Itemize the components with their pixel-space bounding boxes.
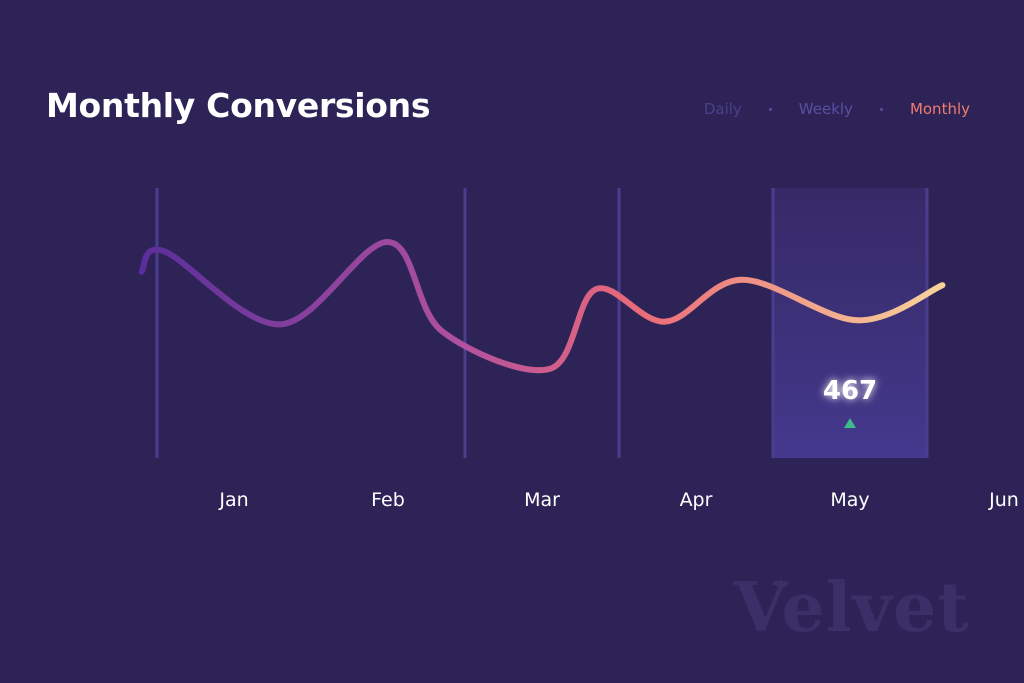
x-tick-label-jun: Jun <box>988 489 1019 511</box>
tab-monthly[interactable]: Monthly <box>909 100 970 118</box>
x-tick-label-feb: Feb <box>371 489 405 511</box>
tab-weekly[interactable]: Weekly <box>798 100 853 118</box>
trend-up-icon <box>844 418 856 428</box>
tab-separator-dot <box>879 107 883 111</box>
tab-separator-dot <box>768 107 772 111</box>
highlight-column-may[interactable] <box>773 188 927 458</box>
chart-title: Monthly Conversions <box>46 86 431 125</box>
watermark-logo: Velvet <box>734 568 970 648</box>
x-tick-label-mar: Mar <box>524 489 560 511</box>
x-tick-label-may: May <box>830 489 869 511</box>
period-tabs: Daily Weekly Monthly <box>704 100 970 118</box>
conversions-line <box>138 238 946 374</box>
sparkle-icon: ✦ <box>772 574 791 599</box>
highlight-value-label: 467 <box>823 376 877 406</box>
x-tick-label-apr: Apr <box>680 489 713 511</box>
tab-daily[interactable]: Daily <box>703 100 742 118</box>
x-tick-label-jan: Jan <box>218 489 248 511</box>
